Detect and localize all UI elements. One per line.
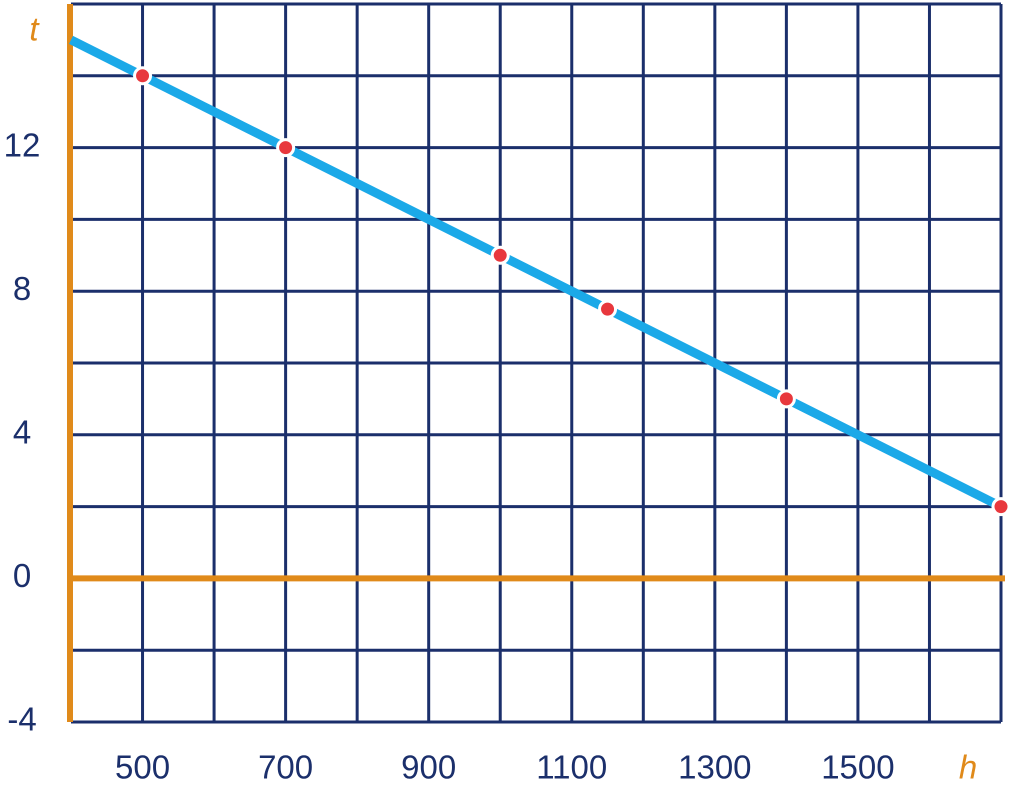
line	[68, 35, 1004, 511]
point	[490, 245, 510, 265]
point	[991, 497, 1011, 517]
point	[776, 389, 796, 409]
y-tick-label: 12	[4, 126, 41, 163]
x-tick-label: 700	[258, 749, 313, 786]
y-tick-label: 8	[13, 270, 31, 307]
x-tick-label: 500	[115, 749, 170, 786]
point	[598, 299, 618, 319]
x-tick-label: 1500	[821, 749, 894, 786]
y-tick-label: 0	[13, 557, 31, 594]
x-tick-label: 900	[401, 749, 456, 786]
point	[276, 138, 296, 158]
x-tick-label: 1100	[536, 749, 607, 786]
y-tick-label: 4	[13, 414, 31, 451]
y-tick-label: -4	[7, 701, 36, 738]
x-axis-label: h	[959, 749, 977, 786]
x-tick-label: 1300	[678, 749, 751, 786]
y-axis-label: t	[29, 11, 40, 48]
point	[133, 66, 153, 86]
